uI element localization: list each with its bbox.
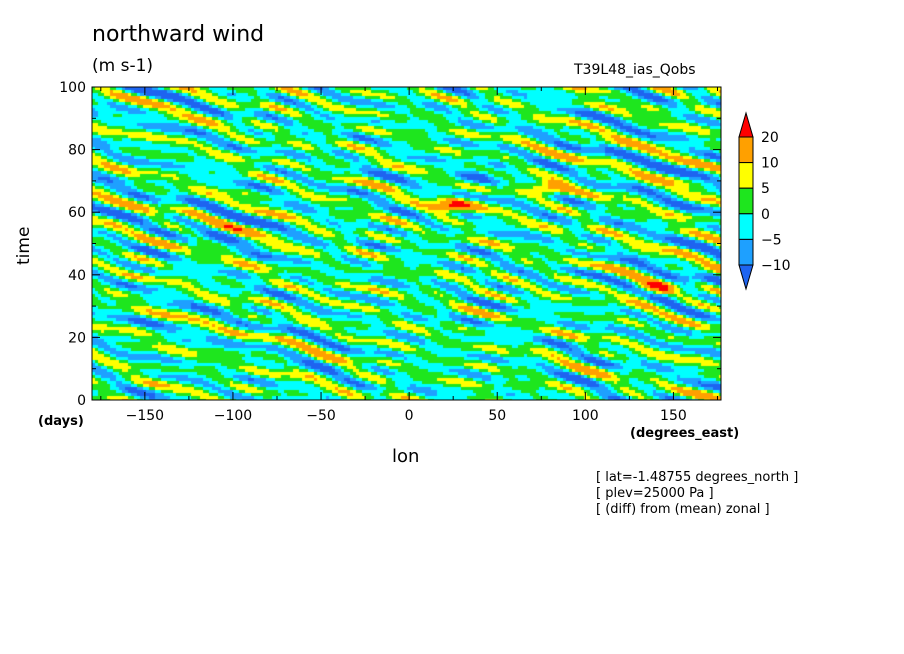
y-tick-label: 0 — [77, 393, 86, 409]
y-tick-label: 20 — [68, 330, 86, 346]
x-tick-label: 50 — [488, 408, 506, 424]
colorbar-extend-bottom — [738, 264, 754, 291]
run-label: T39L48_ias_Qobs — [574, 62, 696, 78]
y-axis-unit: (days) — [38, 414, 84, 429]
x-axis-label: lon — [392, 446, 420, 467]
note-pressure-level: [ plev=25000 Pa ] — [596, 486, 714, 501]
y-tick-label: 40 — [68, 268, 86, 284]
x-axis-unit: (degrees_east) — [630, 426, 740, 441]
x-tick-label: −150 — [126, 408, 164, 424]
colorbar-label: −5 — [761, 232, 782, 248]
x-tick-label: −50 — [306, 408, 336, 424]
chart-title: northward wind — [92, 22, 265, 47]
colorbar-box — [738, 213, 754, 240]
colorbar-box — [738, 238, 754, 266]
colorbar-box — [738, 187, 754, 215]
colorbar-label: −10 — [761, 258, 791, 274]
colorbar-label: 5 — [761, 181, 770, 197]
y-tick-label: 80 — [68, 143, 86, 159]
colorbar-extend-top — [738, 111, 754, 138]
heatmap-field — [92, 87, 721, 400]
y-tick-label: 60 — [68, 205, 86, 221]
annotation-notes: [ lat=-1.48755 degrees_north ] [ plev=25… — [596, 470, 798, 518]
y-tick-label: 100 — [59, 80, 86, 96]
x-tick-label: 150 — [660, 408, 687, 424]
colorbar-box — [738, 136, 754, 164]
colorbar-label: 10 — [761, 156, 779, 172]
x-tick-label: −100 — [214, 408, 252, 424]
note-diff: [ (diff) from (mean) zonal ] — [596, 502, 770, 517]
colorbar-label: 20 — [761, 130, 779, 146]
x-tick-label: 100 — [572, 408, 599, 424]
note-latitude: [ lat=-1.48755 degrees_north ] — [596, 470, 799, 485]
colorbar-box — [738, 162, 754, 189]
chart-units: (m s-1) — [92, 56, 154, 76]
x-tick-label: 0 — [405, 408, 414, 424]
colorbar-label: 0 — [761, 207, 770, 223]
